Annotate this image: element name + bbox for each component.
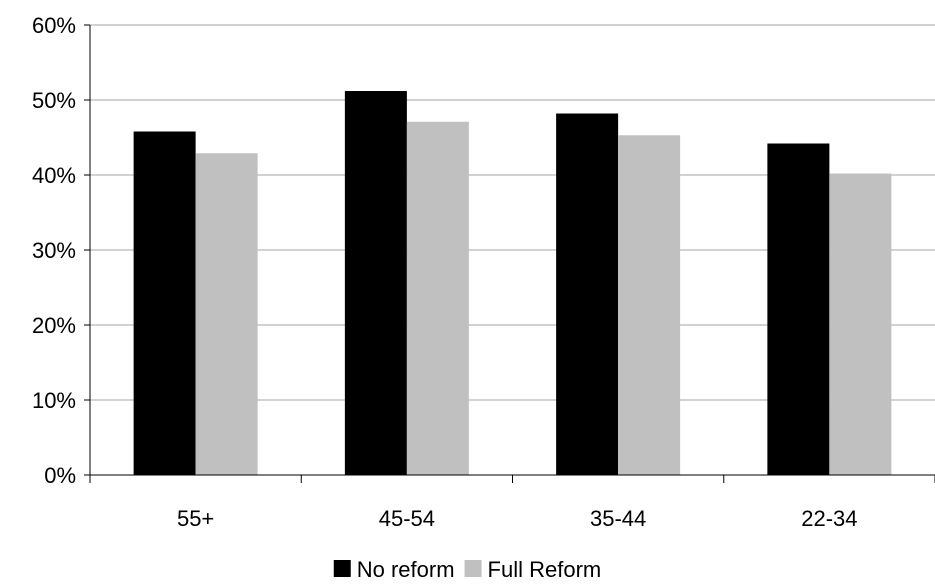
y-tick-labels: 0% 10% 20% 30% 40% 50% 60% [32,13,76,488]
legend-swatch [464,560,482,577]
x-tick-labels: 55+ 45-54 35-44 22-34 [177,506,858,531]
legend: No reform Full Reform [333,557,602,582]
x-tick-label: 45-54 [379,506,435,531]
axes [84,24,935,483]
y-tick-label: 50% [32,88,76,113]
legend-label: Full Reform [488,557,602,582]
y-tick-label: 10% [32,388,76,413]
x-tick-label: 35-44 [590,506,646,531]
bar-full-reform-35-44 [618,135,681,475]
bar-no-reform-22-34 [767,143,830,475]
y-tick-label: 30% [32,238,76,263]
bar-no-reform-45-54 [344,91,407,475]
bar-full-reform-22-34 [829,173,892,475]
y-tick-label: 60% [32,13,76,38]
y-tick-label: 0% [44,463,76,488]
y-tick-label: 20% [32,313,76,338]
bar-no-reform-35-44 [556,113,619,475]
y-tick-label: 40% [32,163,76,188]
bars [133,91,892,475]
legend-swatch [333,560,351,577]
bar-no-reform-55+ [133,131,196,475]
bar-full-reform-55+ [195,153,258,475]
legend-label: No reform [357,557,455,582]
x-tick-label: 22-34 [801,506,857,531]
bar-full-reform-45-54 [406,121,469,475]
x-tick-label: 55+ [177,506,214,531]
